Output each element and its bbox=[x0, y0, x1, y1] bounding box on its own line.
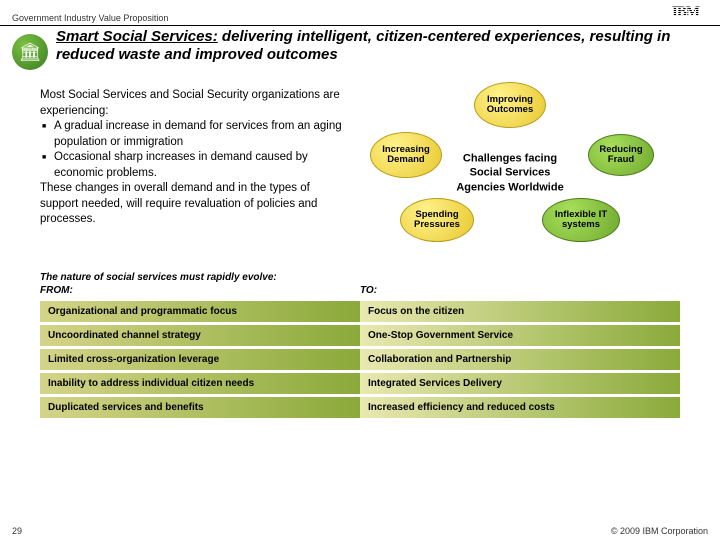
to-cell: Focus on the citizen bbox=[360, 300, 680, 324]
diagram-center-text: Challenges facing Social Services Agenci… bbox=[430, 152, 590, 195]
challenges-diagram: Challenges facing Social Services Agenci… bbox=[360, 88, 660, 258]
to-cell: Increased efficiency and reduced costs bbox=[360, 396, 680, 419]
from-label: FROM: bbox=[40, 285, 360, 296]
title-row: 🏛 Smart Social Services: delivering inte… bbox=[0, 26, 720, 70]
table-row: Inability to address individual citizen … bbox=[40, 372, 680, 396]
from-cell: Organizational and programmatic focus bbox=[40, 300, 360, 324]
ibm-logo: IBM bbox=[672, 4, 708, 23]
table-row: Duplicated services and benefitsIncrease… bbox=[40, 396, 680, 419]
bubble-reducing-fraud: Reducing Fraud bbox=[588, 134, 654, 176]
bubble-increasing-demand: Increasing Demand bbox=[370, 132, 442, 178]
from-cell: Limited cross-organization leverage bbox=[40, 348, 360, 372]
evolve-labels-row: FROM: TO: bbox=[40, 285, 700, 296]
evolve-section: The nature of social services must rapid… bbox=[0, 266, 720, 418]
header-bar: Government Industry Value Proposition IB… bbox=[0, 0, 720, 26]
from-cell: Uncoordinated channel strategy bbox=[40, 324, 360, 348]
bubble-inflexible-it: Inflexible IT systems bbox=[542, 198, 620, 242]
table-row: Uncoordinated channel strategyOne-Stop G… bbox=[40, 324, 680, 348]
evolve-table: Organizational and programmatic focusFoc… bbox=[40, 298, 680, 418]
center-line-3: Agencies Worldwide bbox=[430, 180, 590, 194]
copyright-text: © 2009 IBM Corporation bbox=[611, 526, 708, 536]
title-underlined: Smart Social Services: bbox=[56, 28, 218, 45]
body-text-column: Most Social Services and Social Security… bbox=[40, 88, 350, 258]
from-cell: Inability to address individual citizen … bbox=[40, 372, 360, 396]
header-left-text: Government Industry Value Proposition bbox=[12, 13, 168, 23]
building-icon: 🏛 bbox=[12, 34, 48, 70]
svg-text:IBM: IBM bbox=[672, 4, 700, 18]
to-label: TO: bbox=[360, 285, 377, 296]
bullet-1: A gradual increase in demand for service… bbox=[40, 119, 350, 150]
to-cell: One-Stop Government Service bbox=[360, 324, 680, 348]
bullet-2: Occasional sharp increases in demand cau… bbox=[40, 150, 350, 181]
body-intro: Most Social Services and Social Security… bbox=[40, 88, 350, 119]
center-line-2: Social Services bbox=[430, 166, 590, 180]
from-cell: Duplicated services and benefits bbox=[40, 396, 360, 419]
body-outro: These changes in overall demand and in t… bbox=[40, 181, 350, 228]
center-line-1: Challenges facing bbox=[430, 152, 590, 166]
table-row: Limited cross-organization leverageColla… bbox=[40, 348, 680, 372]
main-content: Most Social Services and Social Security… bbox=[0, 70, 720, 266]
bubble-spending-pressures: Spending Pressures bbox=[400, 198, 474, 242]
to-cell: Collaboration and Partnership bbox=[360, 348, 680, 372]
evolve-heading: The nature of social services must rapid… bbox=[40, 272, 700, 283]
page-number: 29 bbox=[12, 526, 22, 536]
footer: 29 © 2009 IBM Corporation bbox=[0, 526, 720, 536]
slide-title: Smart Social Services: delivering intell… bbox=[56, 28, 708, 64]
bubble-improving-outcomes: Improving Outcomes bbox=[474, 82, 546, 128]
table-row: Organizational and programmatic focusFoc… bbox=[40, 300, 680, 324]
to-cell: Integrated Services Delivery bbox=[360, 372, 680, 396]
